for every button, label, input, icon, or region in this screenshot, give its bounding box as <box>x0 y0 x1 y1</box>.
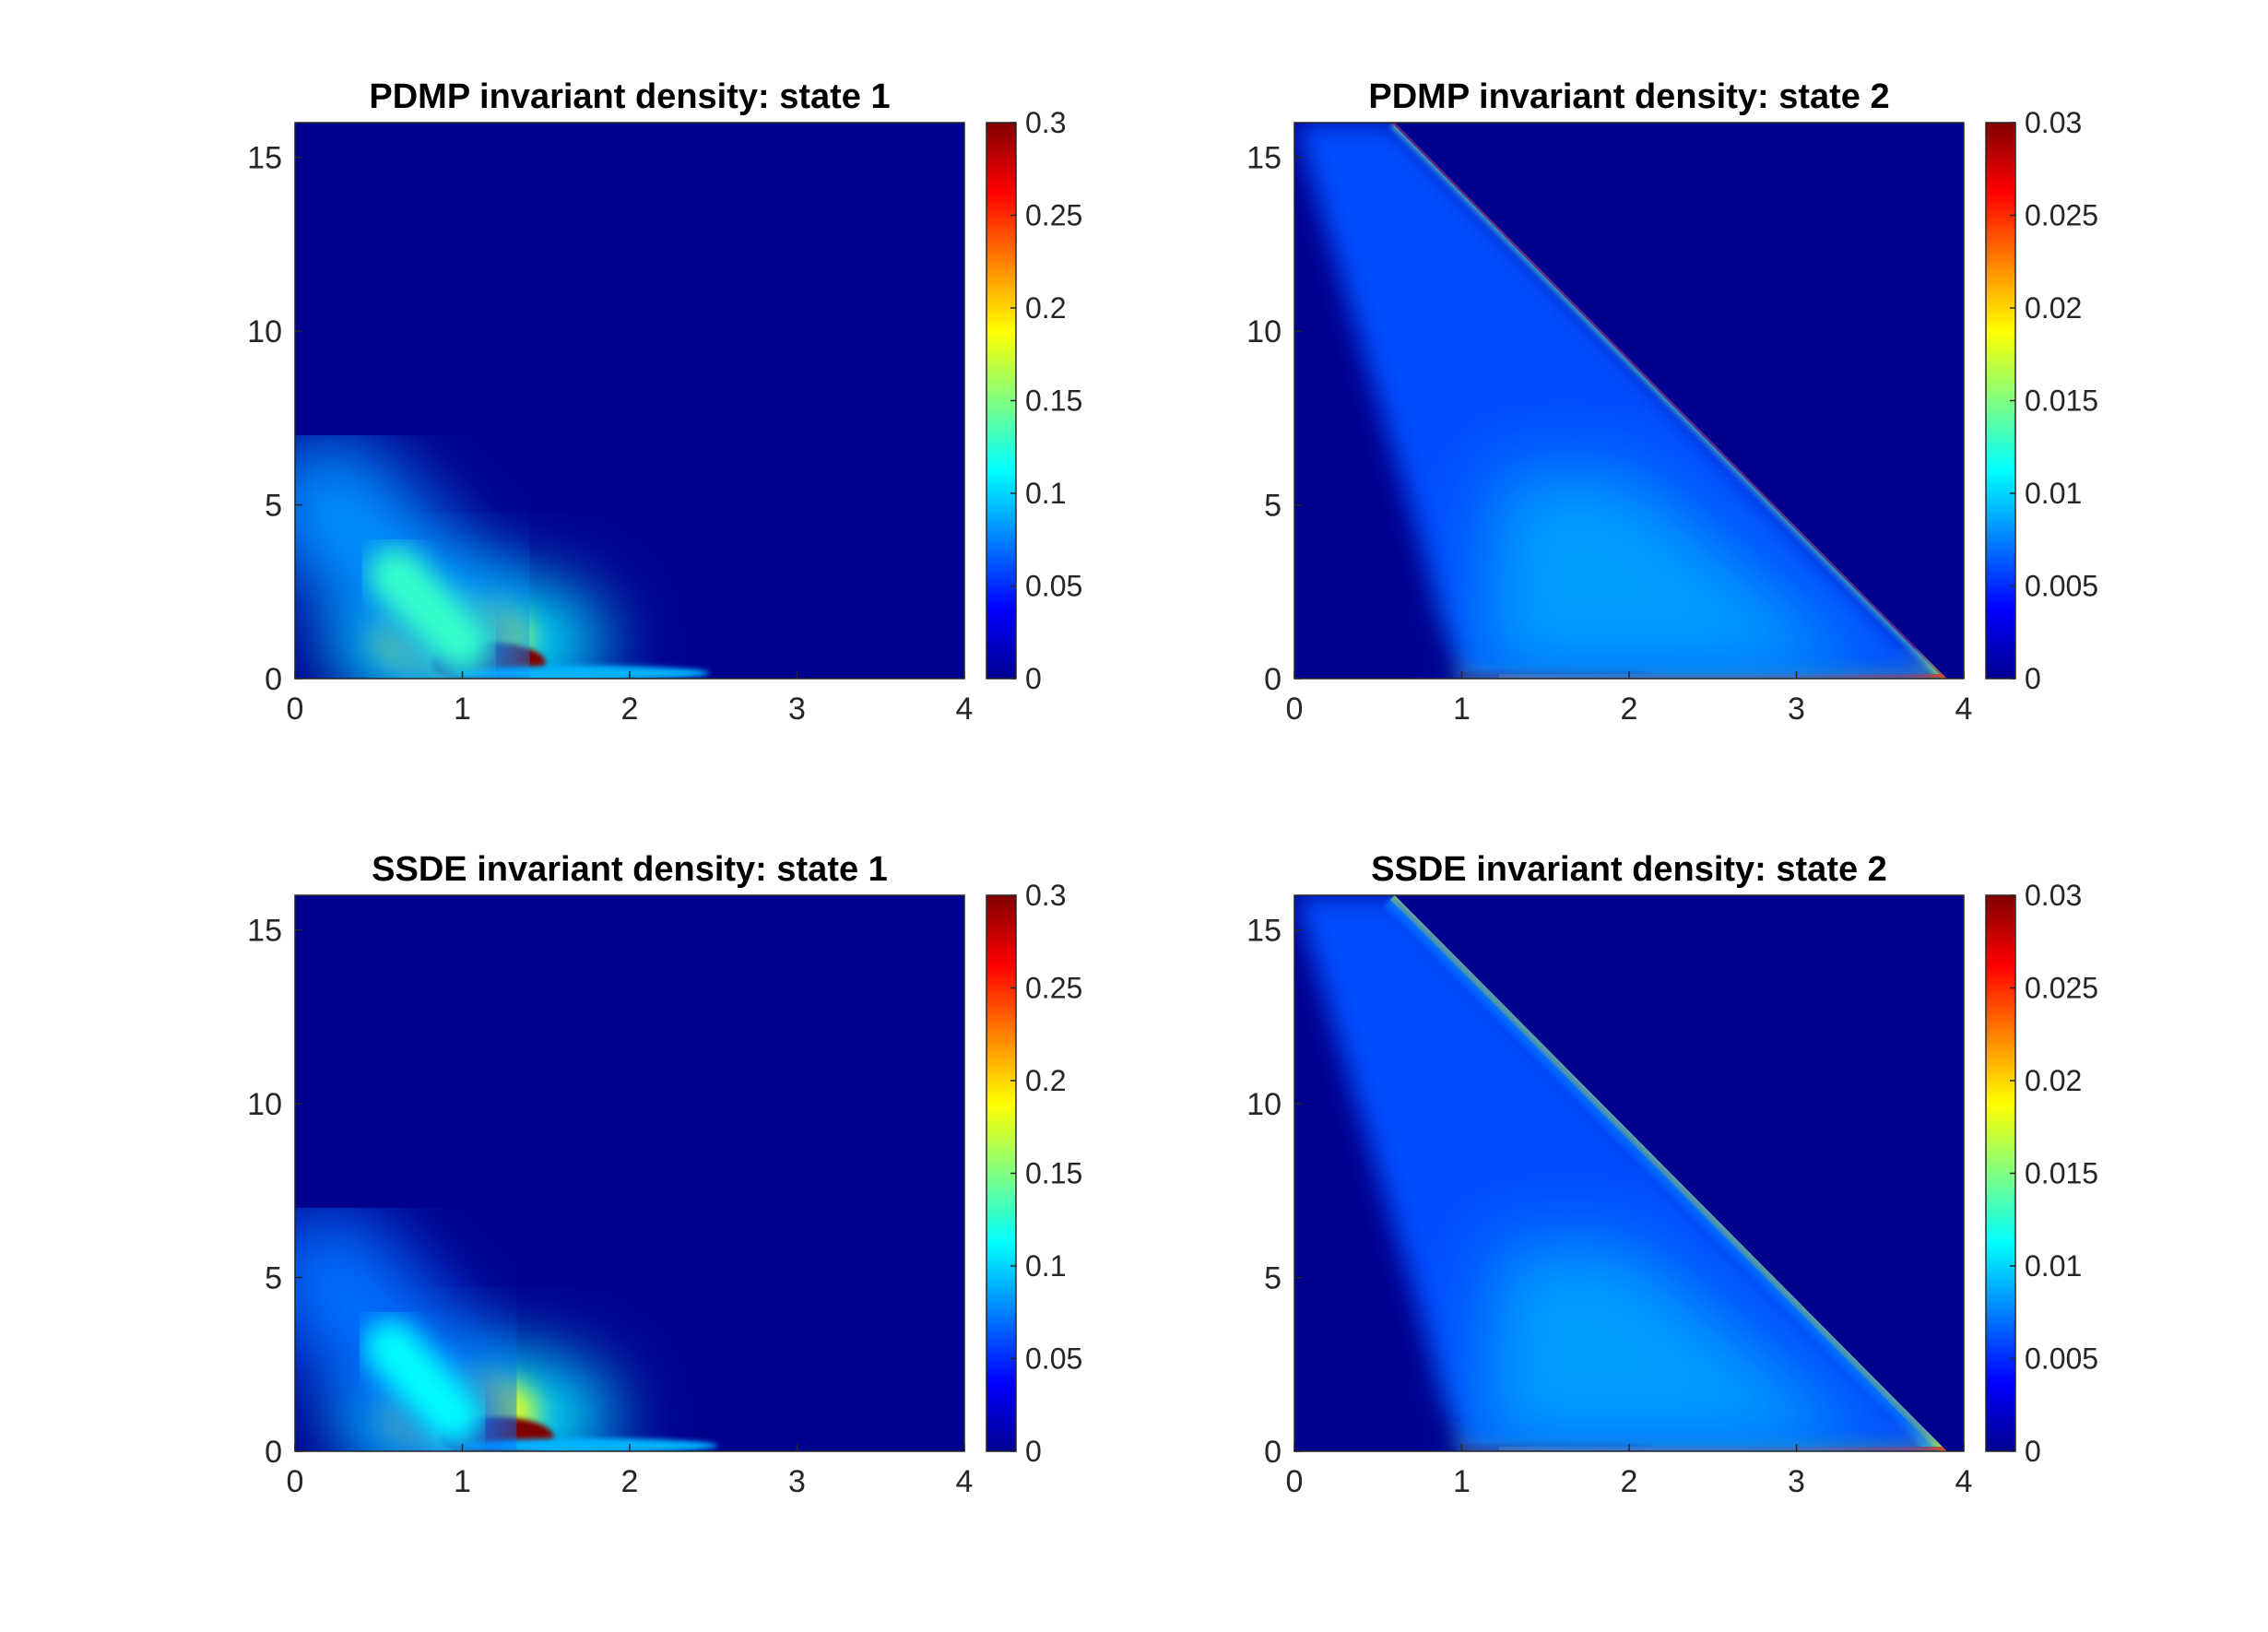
y-tick-label: 10 <box>1246 314 1282 349</box>
y-tick-label: 15 <box>247 141 282 176</box>
x-tick-label: 3 <box>788 692 806 727</box>
x-tick-label: 0 <box>287 1464 304 1499</box>
x-tick-label: 1 <box>1453 1464 1471 1499</box>
y-tick-label: 15 <box>1246 141 1282 176</box>
colorbar-tick-label: 0 <box>1025 662 1042 695</box>
heatmap-support-3-void <box>1294 1242 1462 1451</box>
x-tick-label: 0 <box>1286 1464 1304 1499</box>
chart-title: SSDE invariant density: state 1 <box>372 850 888 889</box>
y-tick-label: 0 <box>1264 1435 1282 1470</box>
colorbar-tick-label: 0.015 <box>2025 1157 2098 1190</box>
x-tick-label: 1 <box>1453 692 1471 727</box>
colorbar-tick-label: 0.2 <box>1025 291 1066 325</box>
y-tick-label: 0 <box>265 1435 282 1470</box>
heatmap-support-3-void <box>1294 469 1462 679</box>
heatmap-field <box>1294 123 1964 679</box>
x-tick-label: 1 <box>454 1464 471 1499</box>
y-tick-label: 5 <box>1264 1261 1282 1296</box>
heatmap-support-3 <box>1294 123 1947 679</box>
y-tick-label: 5 <box>265 489 282 524</box>
colorbar-tick-label: 0.3 <box>1025 106 1066 139</box>
panel-3: SSDE invariant density: state 1 0 1 2 3 4 0 5 10… <box>247 850 1082 1499</box>
x-tick-label: 0 <box>1286 692 1304 727</box>
colorbar-tick-label: 0 <box>2025 662 2041 695</box>
colorbar-tick-label: 0.02 <box>2025 291 2082 325</box>
heatmap-support-3-inner <box>1478 469 1881 679</box>
heatmap-support-3 <box>1294 895 1947 1451</box>
y-tick-label: 15 <box>247 914 282 949</box>
panel-1: PDMP invariant density: state 1 0 1 2 3 4 0 5 10… <box>247 77 1082 727</box>
colorbar-tick-label: 0.1 <box>1025 477 1066 510</box>
chart-title: PDMP invariant density: state 1 <box>369 77 890 116</box>
colorbar-tick-label: 0.03 <box>2025 879 2082 912</box>
x-tick-label: 3 <box>788 1464 806 1499</box>
x-tick-label: 3 <box>1788 1464 1805 1499</box>
x-tick-label: 4 <box>956 1464 974 1499</box>
colorbar-tick-label: 0.01 <box>2025 1249 2082 1283</box>
heatmap-field <box>295 1208 718 1451</box>
colorbar-tick-label: 0.2 <box>1025 1064 1066 1097</box>
colorbar-tick-label: 0 <box>1025 1435 1042 1468</box>
y-tick-label: 0 <box>1264 662 1282 697</box>
colorbar-tick-label: 0.02 <box>2025 1064 2082 1097</box>
x-tick-label: 4 <box>1955 1464 1973 1499</box>
colorbar-tick-label: 0.25 <box>1025 199 1082 232</box>
y-tick-label: 0 <box>265 662 282 697</box>
colorbar-tick-label: 0.015 <box>2025 384 2098 418</box>
colorbar-tick-label: 0.005 <box>2025 1342 2098 1376</box>
chart-title: PDMP invariant density: state 2 <box>1368 77 1889 116</box>
colorbar-tick-label: 0.3 <box>1025 879 1066 912</box>
colorbar-tick-label: 0.05 <box>1025 1342 1082 1376</box>
y-tick-label: 5 <box>265 1261 282 1296</box>
panel-2: PDMP invariant density: state 2 0 1 2 3 4 0 5 10… <box>1246 77 2098 727</box>
heatmap-support-3-inner <box>1478 1242 1881 1451</box>
y-tick-label: 10 <box>247 1087 282 1122</box>
heatmap-plume-2-core <box>367 546 490 672</box>
y-tick-label: 10 <box>1246 1087 1282 1122</box>
y-tick-label: 10 <box>247 314 282 349</box>
x-tick-label: 4 <box>1955 692 1973 727</box>
colorbar-tick-label: 0 <box>2025 1435 2041 1468</box>
panel-4: SSDE invariant density: state 2 0 1 2 3 4 0 5 10… <box>1246 850 2098 1499</box>
colorbar-tick-label: 0.03 <box>2025 106 2082 139</box>
y-tick-label: 5 <box>1264 489 1282 524</box>
chart-title: SSDE invariant density: state 2 <box>1371 850 1887 889</box>
heatmap-peak-1-tail <box>459 1438 718 1451</box>
x-tick-label: 2 <box>621 692 639 727</box>
x-tick-label: 0 <box>287 692 304 727</box>
heatmap-empty-region <box>1394 895 1964 1451</box>
colorbar-tick-label: 0.01 <box>2025 477 2082 510</box>
colorbar-tick-label: 0.25 <box>1025 972 1082 1005</box>
x-tick-label: 2 <box>1621 1464 1638 1499</box>
colorbar-tick-label: 0.15 <box>1025 384 1082 418</box>
x-tick-label: 2 <box>1621 692 1638 727</box>
y-tick-label: 15 <box>1246 914 1282 949</box>
heatmap-field <box>1294 895 1964 1451</box>
heatmap-field <box>295 435 710 679</box>
colorbar-tick-label: 0.025 <box>2025 972 2098 1005</box>
colorbar-tick-label: 0.025 <box>2025 199 2098 232</box>
x-tick-label: 2 <box>621 1464 639 1499</box>
colorbar-tick-label: 0.15 <box>1025 1157 1082 1190</box>
heatmap-empty-region <box>1394 123 1964 679</box>
colorbar-tick-label: 0.005 <box>2025 570 2098 603</box>
x-tick-label: 1 <box>454 692 471 727</box>
colorbar-tick-label: 0.05 <box>1025 570 1082 603</box>
x-tick-label: 4 <box>956 692 974 727</box>
x-tick-label: 3 <box>1788 692 1805 727</box>
colorbar-tick-label: 0.1 <box>1025 1249 1066 1283</box>
heatmap-plume-2-core <box>363 1319 482 1445</box>
